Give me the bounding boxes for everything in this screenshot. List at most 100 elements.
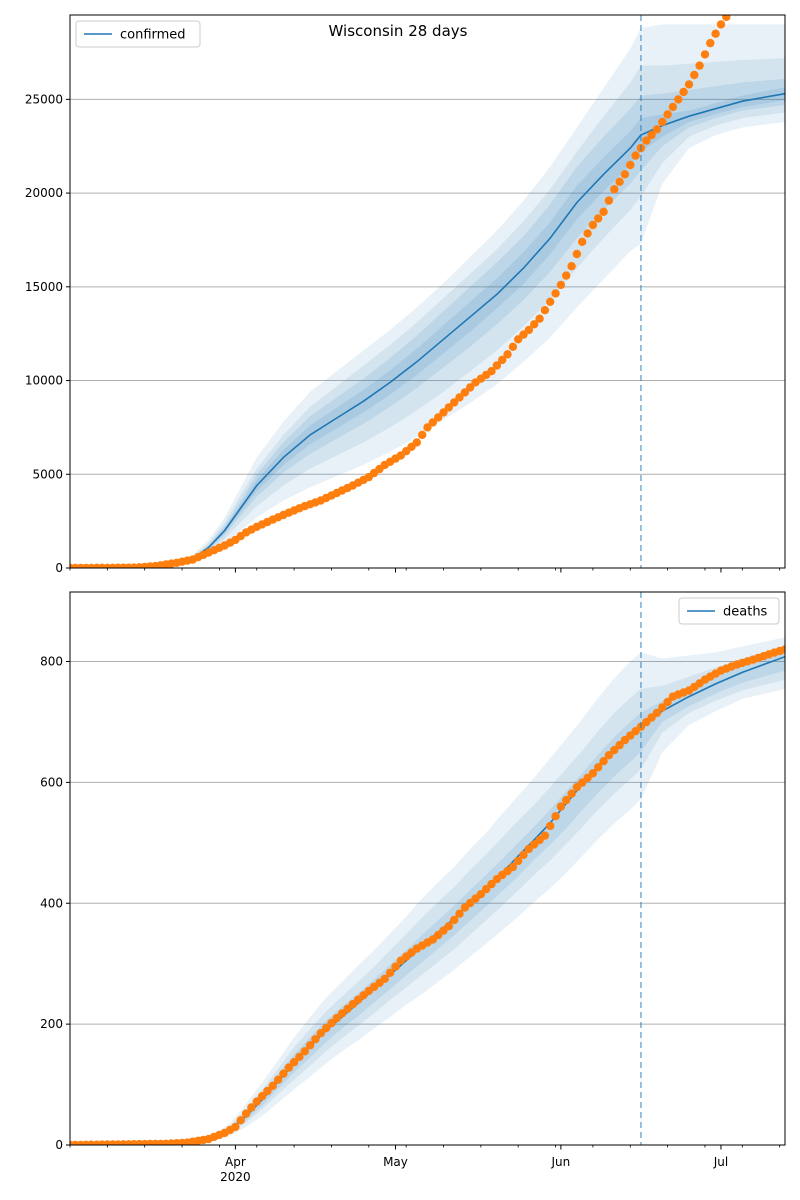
plot-area xyxy=(70,15,785,568)
observed-point xyxy=(572,249,582,259)
observed-point xyxy=(647,130,656,140)
observed-point xyxy=(423,423,432,432)
observed-point xyxy=(562,271,571,280)
observed-point xyxy=(327,1018,336,1028)
observed-point xyxy=(273,1075,283,1084)
y-tick-label: 15000 xyxy=(25,280,63,294)
y-tick-label: 25000 xyxy=(25,92,63,106)
x-tick-label: May xyxy=(383,1155,408,1169)
observed-point xyxy=(300,1047,309,1056)
observed-point xyxy=(604,751,614,760)
observed-point xyxy=(652,125,662,134)
legend-box xyxy=(678,597,780,625)
y-tick-label: 0 xyxy=(55,561,63,575)
observed-point xyxy=(658,703,667,712)
observed-point xyxy=(551,289,560,298)
x-tick-label: Jul xyxy=(713,1155,728,1169)
x-tick-label: Jun xyxy=(551,1155,571,1169)
x-tick-sublabel: 2020 xyxy=(220,1170,251,1184)
observed-point xyxy=(695,61,704,70)
legend: deaths xyxy=(678,597,780,625)
observed-point xyxy=(428,418,437,427)
observed-point xyxy=(524,325,534,335)
observed-point xyxy=(610,185,619,194)
observed-point xyxy=(631,151,640,160)
observed-point xyxy=(305,1041,315,1050)
observed-point xyxy=(546,297,555,306)
observed-point xyxy=(236,1116,245,1125)
observed-point xyxy=(444,403,453,412)
axes-frame xyxy=(69,591,786,1146)
observed-point xyxy=(530,320,539,329)
observed-point xyxy=(594,214,603,223)
observed-point xyxy=(556,280,566,290)
observed-point xyxy=(466,383,475,392)
y-tick-label: 10000 xyxy=(25,374,63,388)
y-tick-label: 200 xyxy=(40,1017,63,1031)
observed-point xyxy=(567,262,576,271)
observed-point xyxy=(551,812,560,821)
uncertainty-band-middle xyxy=(70,645,785,1145)
observed-point xyxy=(476,890,486,899)
observed-point xyxy=(455,393,464,402)
observed-point xyxy=(588,220,598,230)
observed-point xyxy=(690,70,699,80)
observed-point xyxy=(434,413,443,422)
observed-point xyxy=(546,821,555,831)
observed-point xyxy=(412,438,421,447)
observed-point xyxy=(599,757,608,766)
observed-point xyxy=(268,1081,277,1091)
observed-point xyxy=(498,355,507,365)
observed-point xyxy=(711,29,720,38)
uncertainty-band-inner xyxy=(70,650,785,1145)
observed-point xyxy=(487,367,496,376)
observed-point xyxy=(263,1086,272,1096)
observed-point xyxy=(519,330,528,339)
observed-point xyxy=(503,350,512,359)
observed-point xyxy=(385,968,395,977)
observed-point xyxy=(257,1092,267,1101)
observed-point xyxy=(535,314,544,323)
observed-point xyxy=(716,20,726,29)
confirmed-panel: 0 5000 10000 15000 20000 25000 confirmed xyxy=(25,14,786,575)
observed-point xyxy=(556,802,566,811)
observed-point xyxy=(658,117,667,127)
figure-title: Wisconsin 28 days xyxy=(329,22,468,40)
observed-point xyxy=(610,745,619,755)
observed-point xyxy=(583,229,592,238)
observed-point xyxy=(450,398,459,407)
observed-point xyxy=(508,342,518,351)
uncertainty-band-outer xyxy=(70,24,785,568)
observed-point xyxy=(391,962,400,971)
y-tick-label: 800 xyxy=(40,655,63,669)
uncertainty-band-middle xyxy=(70,58,785,568)
legend-label: deaths xyxy=(723,605,768,620)
observed-point xyxy=(626,160,635,170)
observed-point xyxy=(684,80,694,89)
observed-point xyxy=(615,740,624,750)
observed-point xyxy=(321,1023,331,1033)
observed-point xyxy=(652,708,662,718)
observed-point xyxy=(540,306,550,315)
observed-point xyxy=(642,136,651,145)
observed-point xyxy=(295,1052,304,1062)
observed-point xyxy=(444,922,453,931)
legend: confirmed xyxy=(75,20,201,48)
observed-point xyxy=(311,1035,320,1044)
x-tick-label: Apr xyxy=(225,1155,246,1169)
observed-point xyxy=(620,170,630,179)
observed-point xyxy=(700,50,710,59)
observed-point xyxy=(279,1069,288,1078)
y-tick-label: 20000 xyxy=(25,186,63,200)
observed-point xyxy=(252,1097,261,1106)
observed-point xyxy=(674,95,683,104)
observed-point xyxy=(482,884,491,894)
observed-point xyxy=(316,1029,325,1038)
observed-point xyxy=(562,795,571,805)
observed-point xyxy=(594,763,603,772)
observed-point xyxy=(663,697,672,707)
observed-point xyxy=(241,1109,251,1118)
observed-point xyxy=(460,388,470,397)
observed-point xyxy=(663,110,672,119)
